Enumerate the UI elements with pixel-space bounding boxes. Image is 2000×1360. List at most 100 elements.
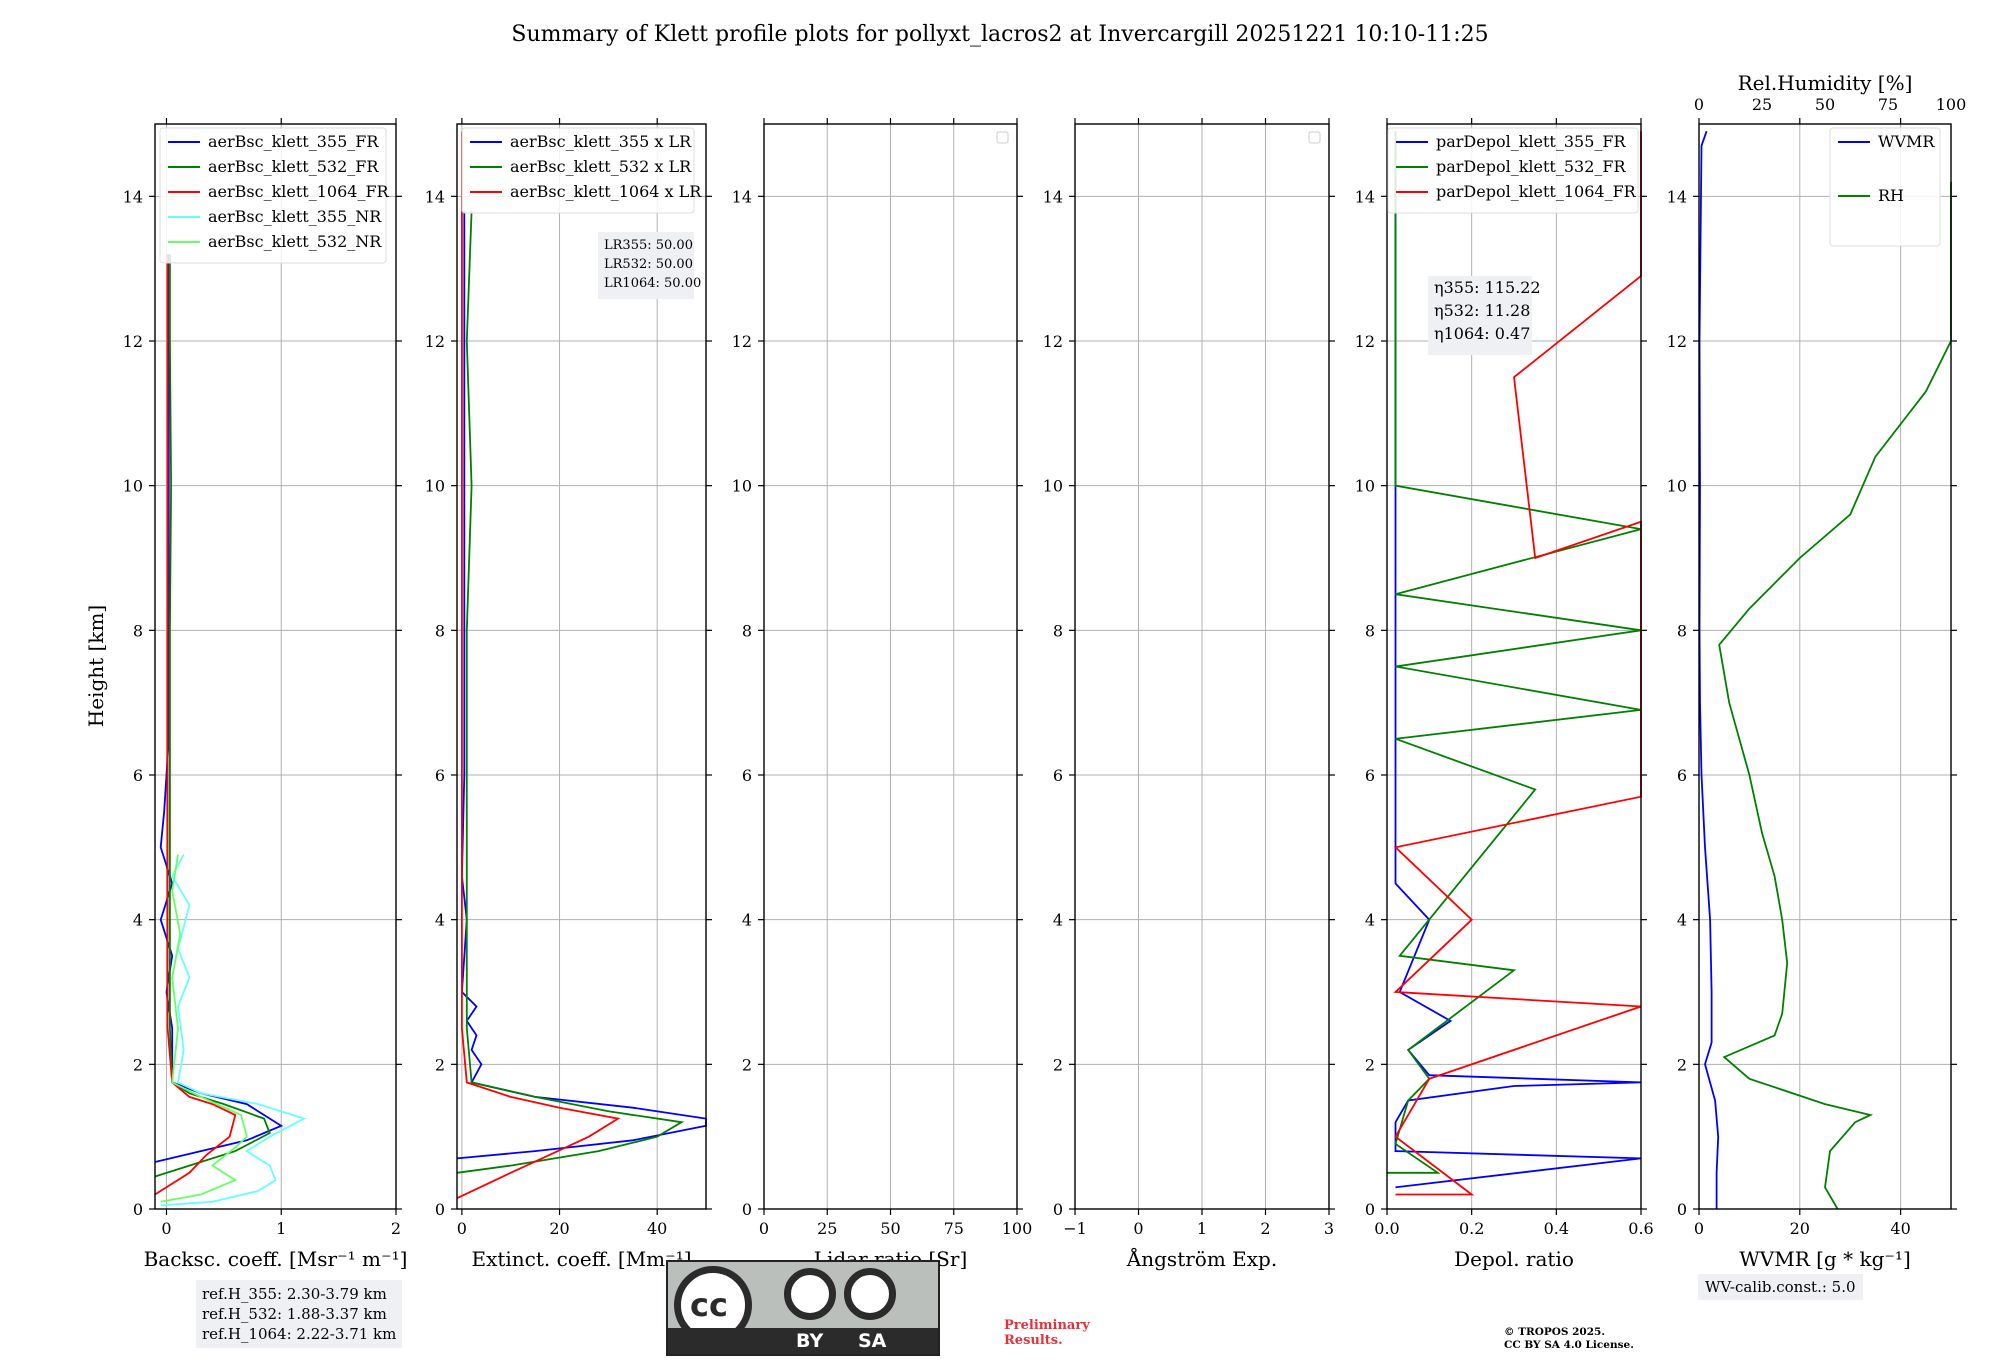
y-tick-label-ae: 2: [1053, 1055, 1063, 1074]
empty-legend-marker: [996, 131, 1009, 144]
x-tick-label-lr: 75: [944, 1219, 964, 1238]
y-tick-label-ext: 8: [435, 621, 445, 640]
axes-frame: [1698, 123, 1952, 1210]
y-tick-label-lr: 0: [742, 1200, 752, 1219]
legend-entry-dep: parDepol_klett_1064_FR: [1436, 182, 1637, 201]
series-line-parDepol_klett_355_FR: [1394, 131, 1642, 1189]
copyright-line-1: © TROPOS 2025.: [1504, 1326, 1606, 1338]
legend-box-wv: [1829, 127, 1941, 247]
x-tick-label-wv: 0: [1694, 1219, 1704, 1238]
x-tick-label-bsc: 0: [161, 1219, 171, 1238]
top-tick-label: 50: [1815, 95, 1835, 114]
series-line-aerBsc_klett_355_FR: [154, 254, 284, 1163]
legend-entry-ext: aerBsc_klett_355 x LR: [510, 132, 692, 151]
y-tick-label-ae: 8: [1053, 621, 1063, 640]
license-sa: SA: [858, 1330, 887, 1352]
figure-title: Summary of Klett profile plots for polly…: [511, 22, 1489, 47]
x-tick-label-ae: 1: [1197, 1219, 1207, 1238]
y-tick-label-dep: 10: [1355, 477, 1375, 496]
series-line-parDepol_klett_532_FR: [1387, 131, 1642, 1174]
preliminary-line-1: Preliminary: [1004, 1318, 1090, 1333]
y-tick-label-dep: 8: [1365, 621, 1375, 640]
x-axis-label-ext: Extinct. coeff. [Mm⁻¹]: [471, 1247, 691, 1271]
y-tick-label-dep: 2: [1365, 1055, 1375, 1074]
x-axis-label-dep: Depol. ratio: [1454, 1247, 1574, 1271]
empty-legend-marker: [1308, 131, 1321, 144]
axes-frame: [1386, 123, 1642, 1210]
y-tick-label-ext: 12: [425, 332, 445, 351]
y-tick-label-lr: 10: [732, 477, 752, 496]
y-tick-label-bsc: 8: [133, 621, 143, 640]
y-tick-label-bsc: 12: [123, 332, 143, 351]
top-tick-label: 75: [1878, 95, 1898, 114]
series-line-aerBsc_klett_532_NR: [160, 854, 248, 1203]
series-line-aerBsc_klett_1064_FR: [154, 254, 237, 1196]
legend-entry-ext: aerBsc_klett_532 x LR: [510, 157, 692, 176]
axes-frame: [154, 123, 397, 1210]
x-tick-label-lr: 100: [1002, 1219, 1033, 1238]
ref-height-1064: ref.H_1064: 2.22-3.71 km: [202, 1325, 397, 1343]
y-tick-label-ae: 14: [1043, 187, 1063, 206]
x-tick-label-dep: 0.2: [1459, 1219, 1484, 1238]
annotation-line-ext: LR1064: 50.00: [604, 276, 701, 291]
legend-entry-wv: WVMR: [1878, 132, 1935, 151]
y-tick-label-wv: 4: [1677, 911, 1687, 930]
series-line-WVMR: [1698, 130, 1720, 1209]
y-tick-label-lr: 14: [732, 187, 752, 206]
panel-wv: [1693, 118, 1957, 1215]
legend-box-ext: [461, 127, 695, 214]
annotation-box-ext: [598, 232, 694, 299]
y-tick-label-ext: 10: [425, 477, 445, 496]
y-tick-label-wv: 12: [1667, 332, 1687, 351]
legend-entry-ext: aerBsc_klett_1064 x LR: [510, 182, 702, 201]
panel-ae: [1069, 118, 1335, 1215]
y-tick-label-wv: 0: [1677, 1200, 1687, 1219]
y-tick-label-ext: 0: [435, 1200, 445, 1219]
annotation-line-dep: η1064: 0.47: [1434, 324, 1530, 343]
legend-entry-dep: parDepol_klett_355_FR: [1436, 132, 1627, 151]
x-axis-label-wv: WVMR [g * kg⁻¹]: [1739, 1247, 1911, 1271]
cc-license-badge: cc BY SA: [666, 1260, 940, 1356]
series-line-aerBsc_klett_355_NR: [160, 854, 307, 1207]
y-tick-label-dep: 0: [1365, 1200, 1375, 1219]
y-tick-label-ae: 0: [1053, 1200, 1063, 1219]
y-tick-label-lr: 6: [742, 766, 752, 785]
top-tick-label: 0: [1694, 95, 1704, 114]
x-tick-label-ae: 2: [1260, 1219, 1270, 1238]
cc-logo-text: cc: [690, 1286, 728, 1324]
axes-frame: [456, 123, 707, 1210]
legend-entry-dep: parDepol_klett_532_FR: [1436, 157, 1627, 176]
legend-entry-bsc: aerBsc_klett_355_FR: [208, 132, 379, 151]
y-tick-label-ae: 4: [1053, 911, 1063, 930]
annotation-box-dep: [1428, 276, 1532, 355]
y-tick-label-dep: 12: [1355, 332, 1375, 351]
legend-box-bsc: [159, 127, 387, 264]
preliminary-note: Preliminary Results.: [1004, 1318, 1090, 1348]
ref-height-532: ref.H_532: 1.88-3.37 km: [202, 1305, 387, 1323]
panel-bsc: [149, 118, 402, 1215]
legend-entry-bsc: aerBsc_klett_532_FR: [208, 157, 379, 176]
y-tick-label-bsc: 10: [123, 477, 143, 496]
legend-entry-bsc: aerBsc_klett_1064_FR: [208, 182, 390, 201]
y-axis-label: Height [km]: [84, 605, 108, 727]
x-tick-label-wv: 20: [1790, 1219, 1810, 1238]
y-tick-label-lr: 12: [732, 332, 752, 351]
y-tick-label-ae: 6: [1053, 766, 1063, 785]
y-tick-label-bsc: 4: [133, 911, 143, 930]
x-tick-label-wv: 40: [1890, 1219, 1910, 1238]
y-tick-label-ext: 14: [425, 187, 445, 206]
axes-frame: [1074, 123, 1330, 1210]
y-tick-label-ae: 12: [1043, 332, 1063, 351]
x-tick-label-ae: 3: [1324, 1219, 1334, 1238]
x-tick-label-dep: 0.0: [1374, 1219, 1399, 1238]
y-tick-label-lr: 2: [742, 1055, 752, 1074]
y-tick-label-lr: 8: [742, 621, 752, 640]
preliminary-line-2: Results.: [1004, 1333, 1063, 1348]
reference-heights-box: ref.H_355: 2.30-3.79 km ref.H_532: 1.88-…: [196, 1280, 403, 1348]
series-line-aerBsc_klett_1064 x LR: [456, 131, 621, 1200]
y-tick-label-dep: 6: [1365, 766, 1375, 785]
annotation-line-ext: LR532: 50.00: [604, 257, 693, 272]
x-tick-label-dep: 0.4: [1544, 1219, 1569, 1238]
license-band: BY SA: [668, 1328, 938, 1354]
